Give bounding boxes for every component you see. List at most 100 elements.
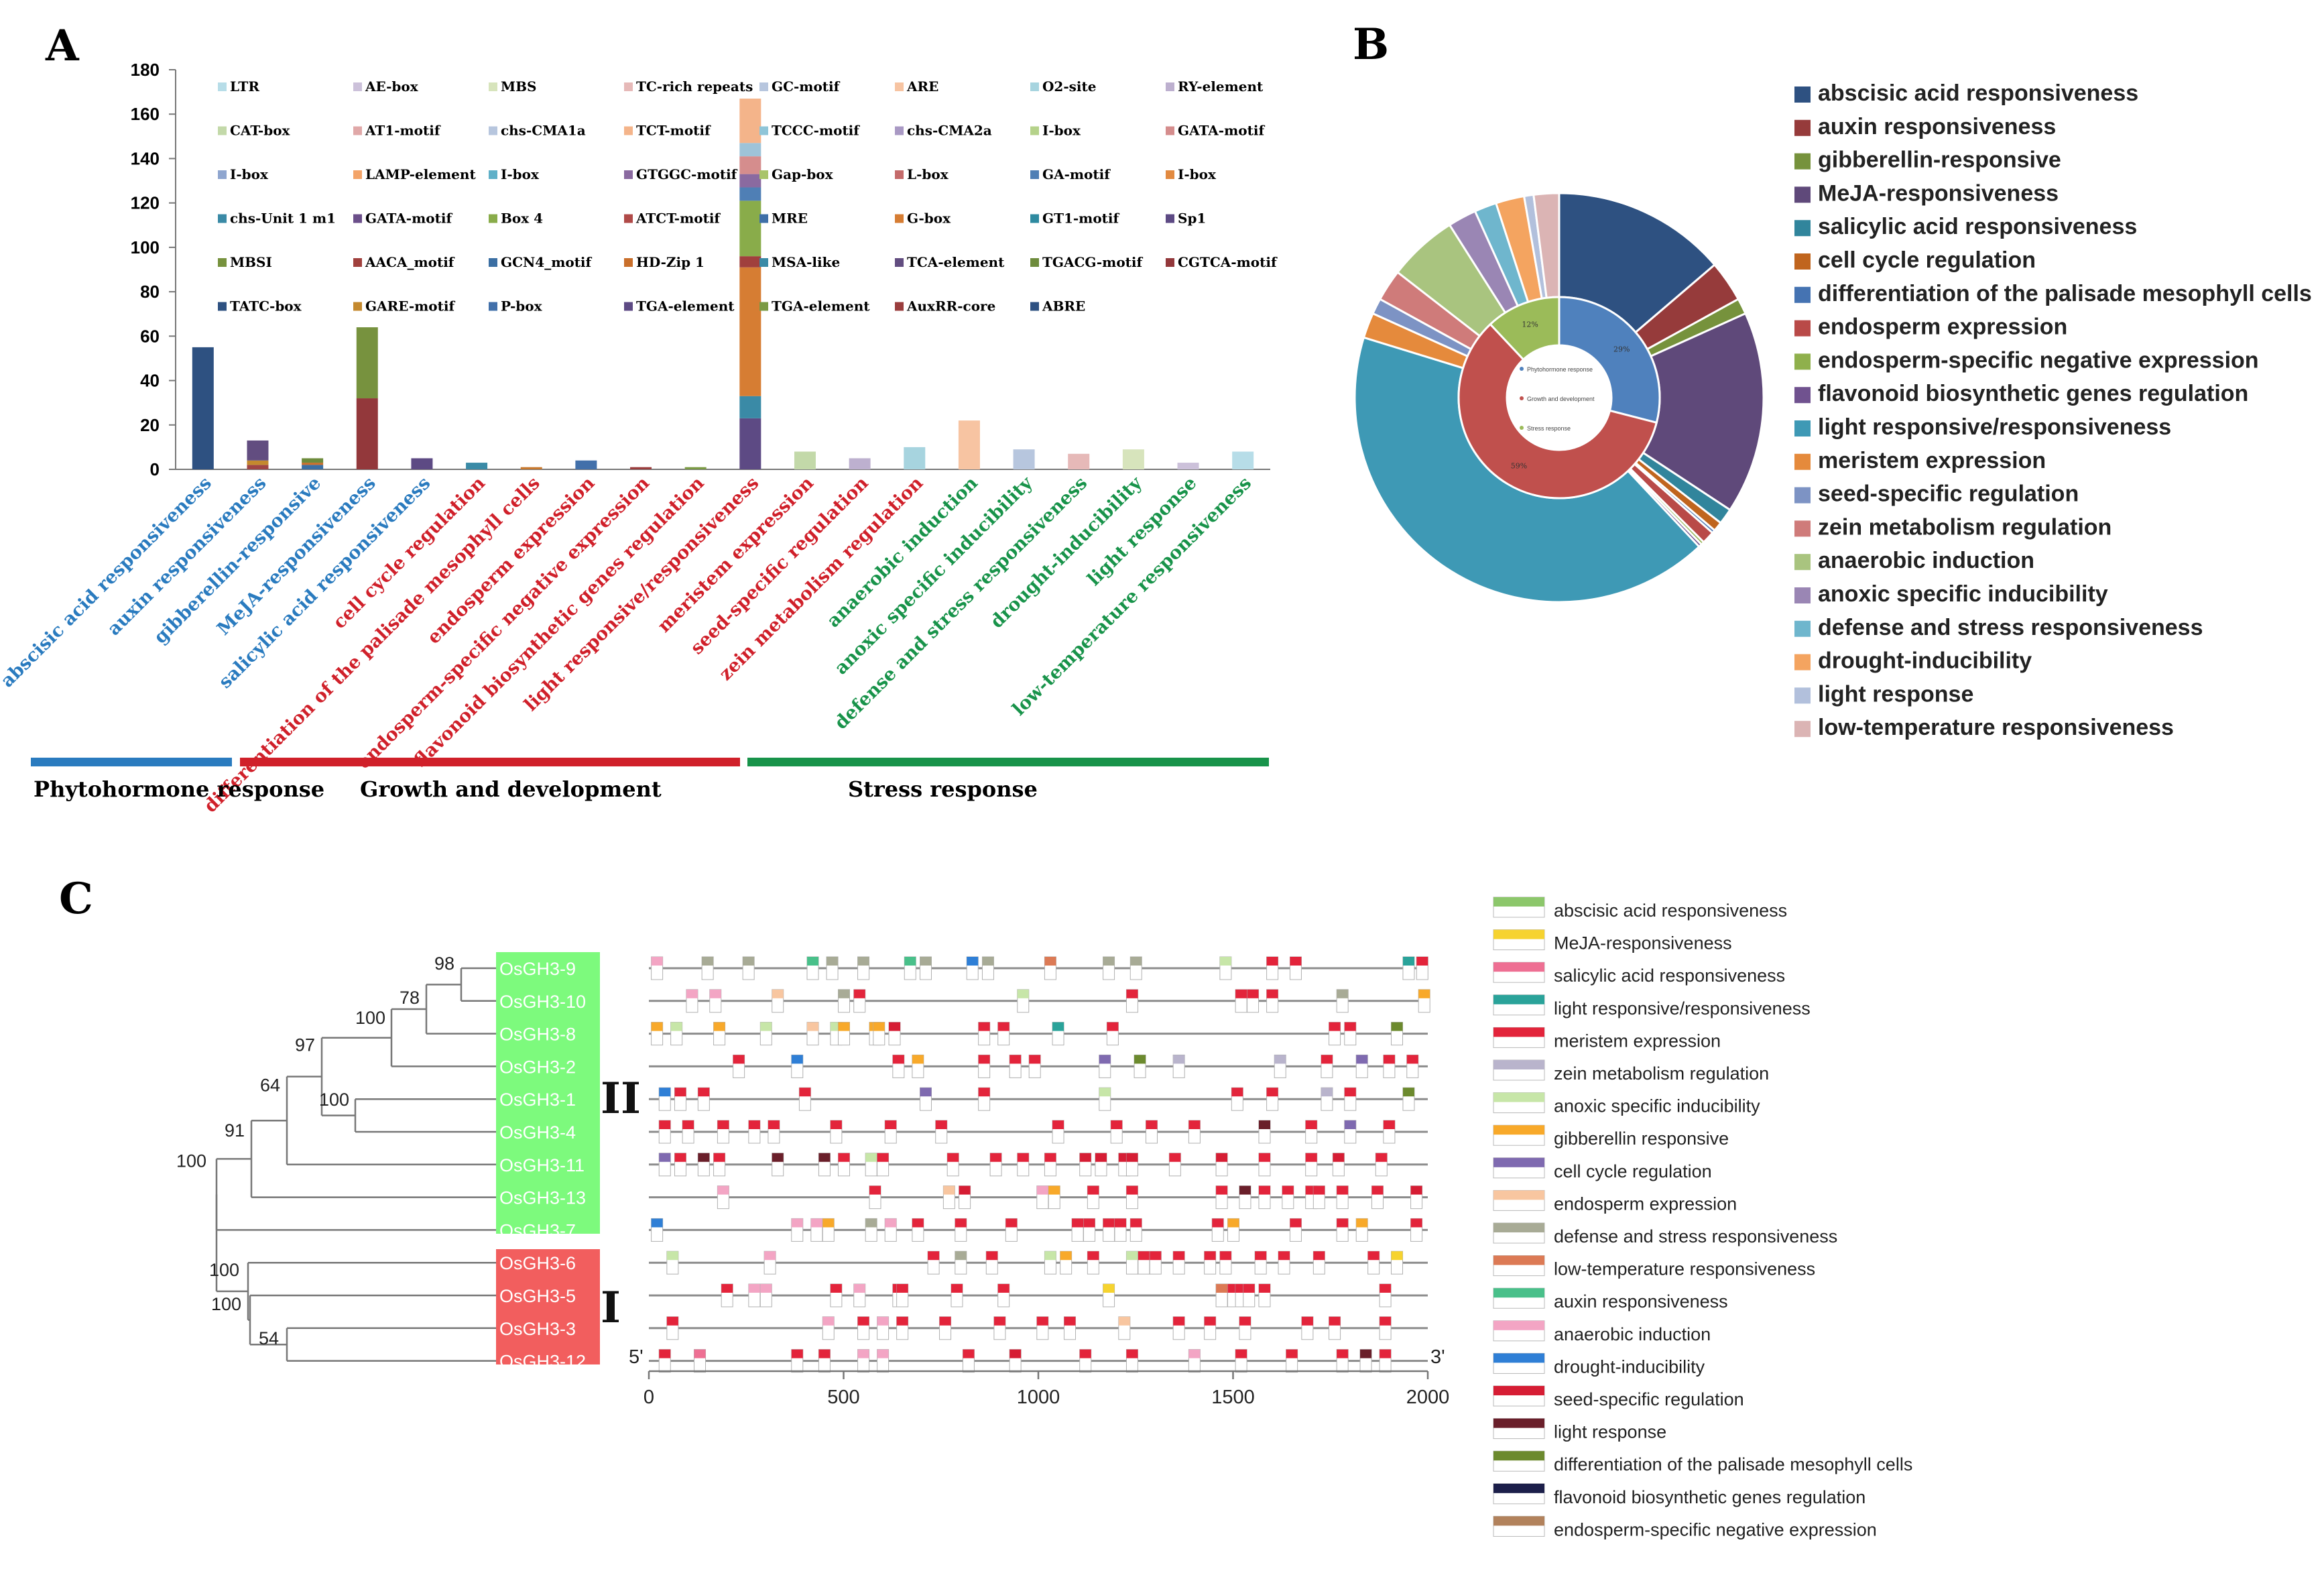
motif-fill	[807, 957, 819, 966]
legend-label: TC-rich repeats	[636, 78, 753, 95]
motif-fill	[1337, 1349, 1349, 1358]
gene-label: OsGH3-10	[499, 992, 586, 1012]
motif-fill	[1258, 1185, 1270, 1195]
motif-legend-swatch	[1493, 1320, 1544, 1330]
motif-fill	[1216, 1185, 1228, 1195]
motif-fill	[1169, 1153, 1181, 1162]
motif-legend-label: endosperm expression	[1554, 1194, 1737, 1214]
motif-fill	[1290, 957, 1302, 966]
motif-legend-label: zein metabolism regulation	[1554, 1063, 1769, 1084]
motif-fill	[1301, 1316, 1313, 1326]
legend-label: Box 4	[501, 211, 543, 227]
motif-fill	[1243, 1284, 1255, 1293]
y-tick-label: 20	[140, 415, 160, 435]
motif-fill	[1266, 957, 1278, 966]
motif-legend-swatch	[1493, 962, 1544, 972]
motif-fill	[1380, 1316, 1392, 1326]
donut-key-dot	[1520, 367, 1524, 371]
bootstrap-value: 98	[434, 953, 454, 974]
motif-fill	[1118, 1316, 1130, 1326]
pie-legend-swatch	[1794, 420, 1811, 437]
legend-swatch	[218, 170, 227, 179]
motif-fill	[713, 1153, 725, 1162]
gene-label: OsGH3-7	[499, 1220, 576, 1240]
motif-fill	[947, 1153, 959, 1162]
legend-label: L-box	[907, 166, 949, 182]
panel-label-c: C	[59, 874, 93, 924]
motif-fill	[1402, 957, 1414, 966]
bootstrap-value: 64	[260, 1075, 280, 1096]
motif-fill	[912, 1218, 924, 1228]
motif-fill	[674, 1153, 686, 1162]
legend-swatch	[624, 170, 633, 179]
y-tick-label: 80	[140, 282, 160, 302]
donut-hole	[1507, 345, 1611, 450]
pie-legend-swatch	[1794, 86, 1811, 103]
motif-fill	[717, 1120, 729, 1129]
motif-fill	[1072, 1218, 1084, 1228]
legend-label: chs-Unit 1 m1	[230, 211, 336, 227]
legend-swatch	[489, 170, 497, 179]
motif-fill	[955, 1218, 967, 1228]
legend-swatch	[1166, 126, 1174, 135]
motif-fill	[853, 1284, 865, 1293]
legend-label: MBSI	[230, 254, 272, 270]
motif-fill	[1146, 1120, 1158, 1129]
bar-segment	[1122, 449, 1144, 469]
x-category-label: abscisic acid responsiveness	[0, 473, 216, 691]
motif-fill	[990, 1153, 1002, 1162]
donut-pct-label: 12%	[1522, 320, 1538, 329]
motif-fill	[1017, 989, 1029, 998]
motif-fill	[920, 1088, 932, 1097]
group-bar-phyto	[31, 758, 232, 766]
pie-legend-swatch	[1794, 721, 1811, 738]
legend-swatch	[759, 82, 768, 91]
legend-label: LTR	[230, 78, 259, 95]
motif-fill	[1344, 1120, 1356, 1129]
panel-label-b: B	[1353, 19, 1389, 70]
legend-label: ARE	[906, 78, 938, 95]
motif-fill	[1115, 1218, 1127, 1228]
motif-fill	[717, 1185, 729, 1195]
gene-label: OsGH3-13	[499, 1188, 586, 1208]
motif-fill	[935, 1120, 947, 1129]
motif-fill	[1173, 1055, 1185, 1064]
legend-label: chs-CMA1a	[501, 123, 586, 139]
pie-legend-label: light response	[1818, 681, 1973, 707]
legend-label: TCCC-motif	[772, 123, 860, 139]
legend-swatch	[1166, 82, 1174, 91]
legend-swatch	[1030, 82, 1039, 91]
motif-fill	[892, 1055, 904, 1064]
legend-label: P-box	[501, 298, 543, 314]
legend-swatch	[218, 258, 227, 267]
motif-fill	[1266, 1088, 1278, 1097]
bootstrap-value: 100	[176, 1151, 206, 1171]
legend-label: AE-box	[365, 78, 419, 95]
y-tick-label: 40	[140, 371, 160, 391]
legend-swatch	[489, 126, 497, 135]
motif-fill	[1126, 1251, 1138, 1261]
motif-fill	[1321, 1055, 1333, 1064]
gene-label: OsGH3-4	[499, 1122, 576, 1143]
motif-fill	[827, 957, 839, 966]
motif-fill	[1010, 1349, 1022, 1358]
motif-legend-swatch	[1493, 1190, 1544, 1200]
motif-legend-swatch	[1493, 1027, 1544, 1037]
legend-label: GA-motif	[1042, 166, 1111, 182]
motif-fill	[1337, 989, 1349, 998]
stacked-bar-chart: 0 20 40 60 80 100 120 140 160 180 abscisic acid re…	[0, 60, 1278, 817]
donut-key-dot	[1520, 426, 1524, 430]
legend-swatch	[1166, 214, 1174, 223]
motif-fill	[1048, 1185, 1060, 1195]
motif-fill	[939, 1316, 951, 1326]
motif-fill	[659, 1349, 671, 1358]
bar-segment	[1013, 449, 1035, 469]
motif-fill	[873, 1022, 885, 1031]
legend-label: ATCT-motif	[635, 211, 721, 227]
motif-legend-swatch	[1493, 1060, 1544, 1069]
motif-fill	[1064, 1316, 1076, 1326]
pie-legend-label: defense and stress responsiveness	[1818, 615, 2203, 640]
motif-fill	[670, 1022, 682, 1031]
motif-fill	[1099, 1088, 1111, 1097]
motif-fill	[1375, 1153, 1388, 1162]
